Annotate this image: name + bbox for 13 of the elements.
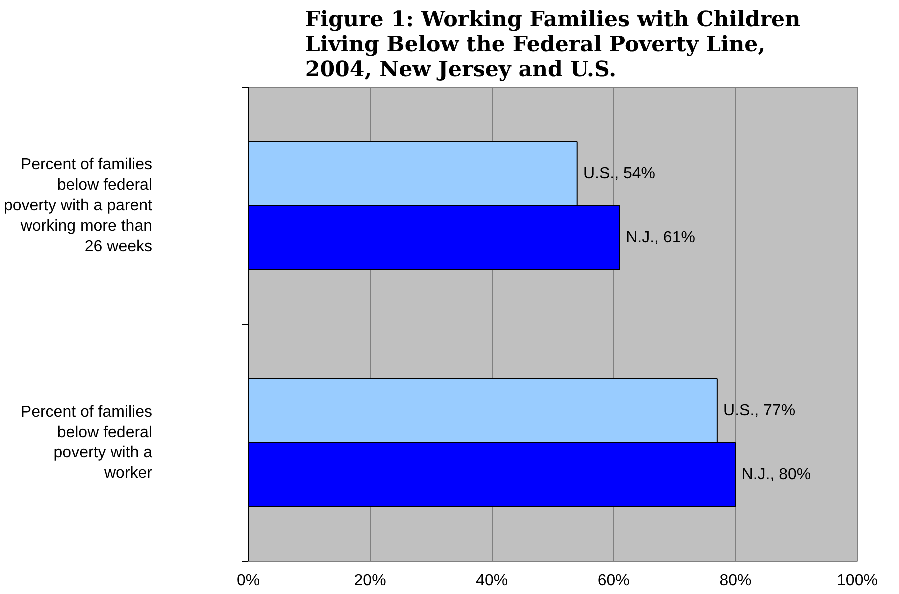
chart-title: Figure 1: Working Families with Children Living Below the Federal Poverty Line, 2004, New Jersey and U.S. [305,8,802,82]
y-tick-label: Percent of families below federal poverty with a parent working more than 26 weeks [4,156,154,256]
x-tick-label: 40% [476,572,508,590]
y-tick-label: Percent of families below federal poverty with a worker [20,404,154,482]
x-tick-label: 80% [720,572,752,590]
data-label: N.J., 80% [742,466,812,484]
data-label: U.S., 77% [724,402,796,420]
x-tick-label: 20% [354,572,386,590]
data-label: N.J., 61% [626,229,696,246]
x-tick-label: 60% [598,572,630,590]
data-label: U.S., 54% [583,166,656,183]
x-tick-label: 0% [236,572,260,590]
x-tick-label: 100% [837,572,878,590]
